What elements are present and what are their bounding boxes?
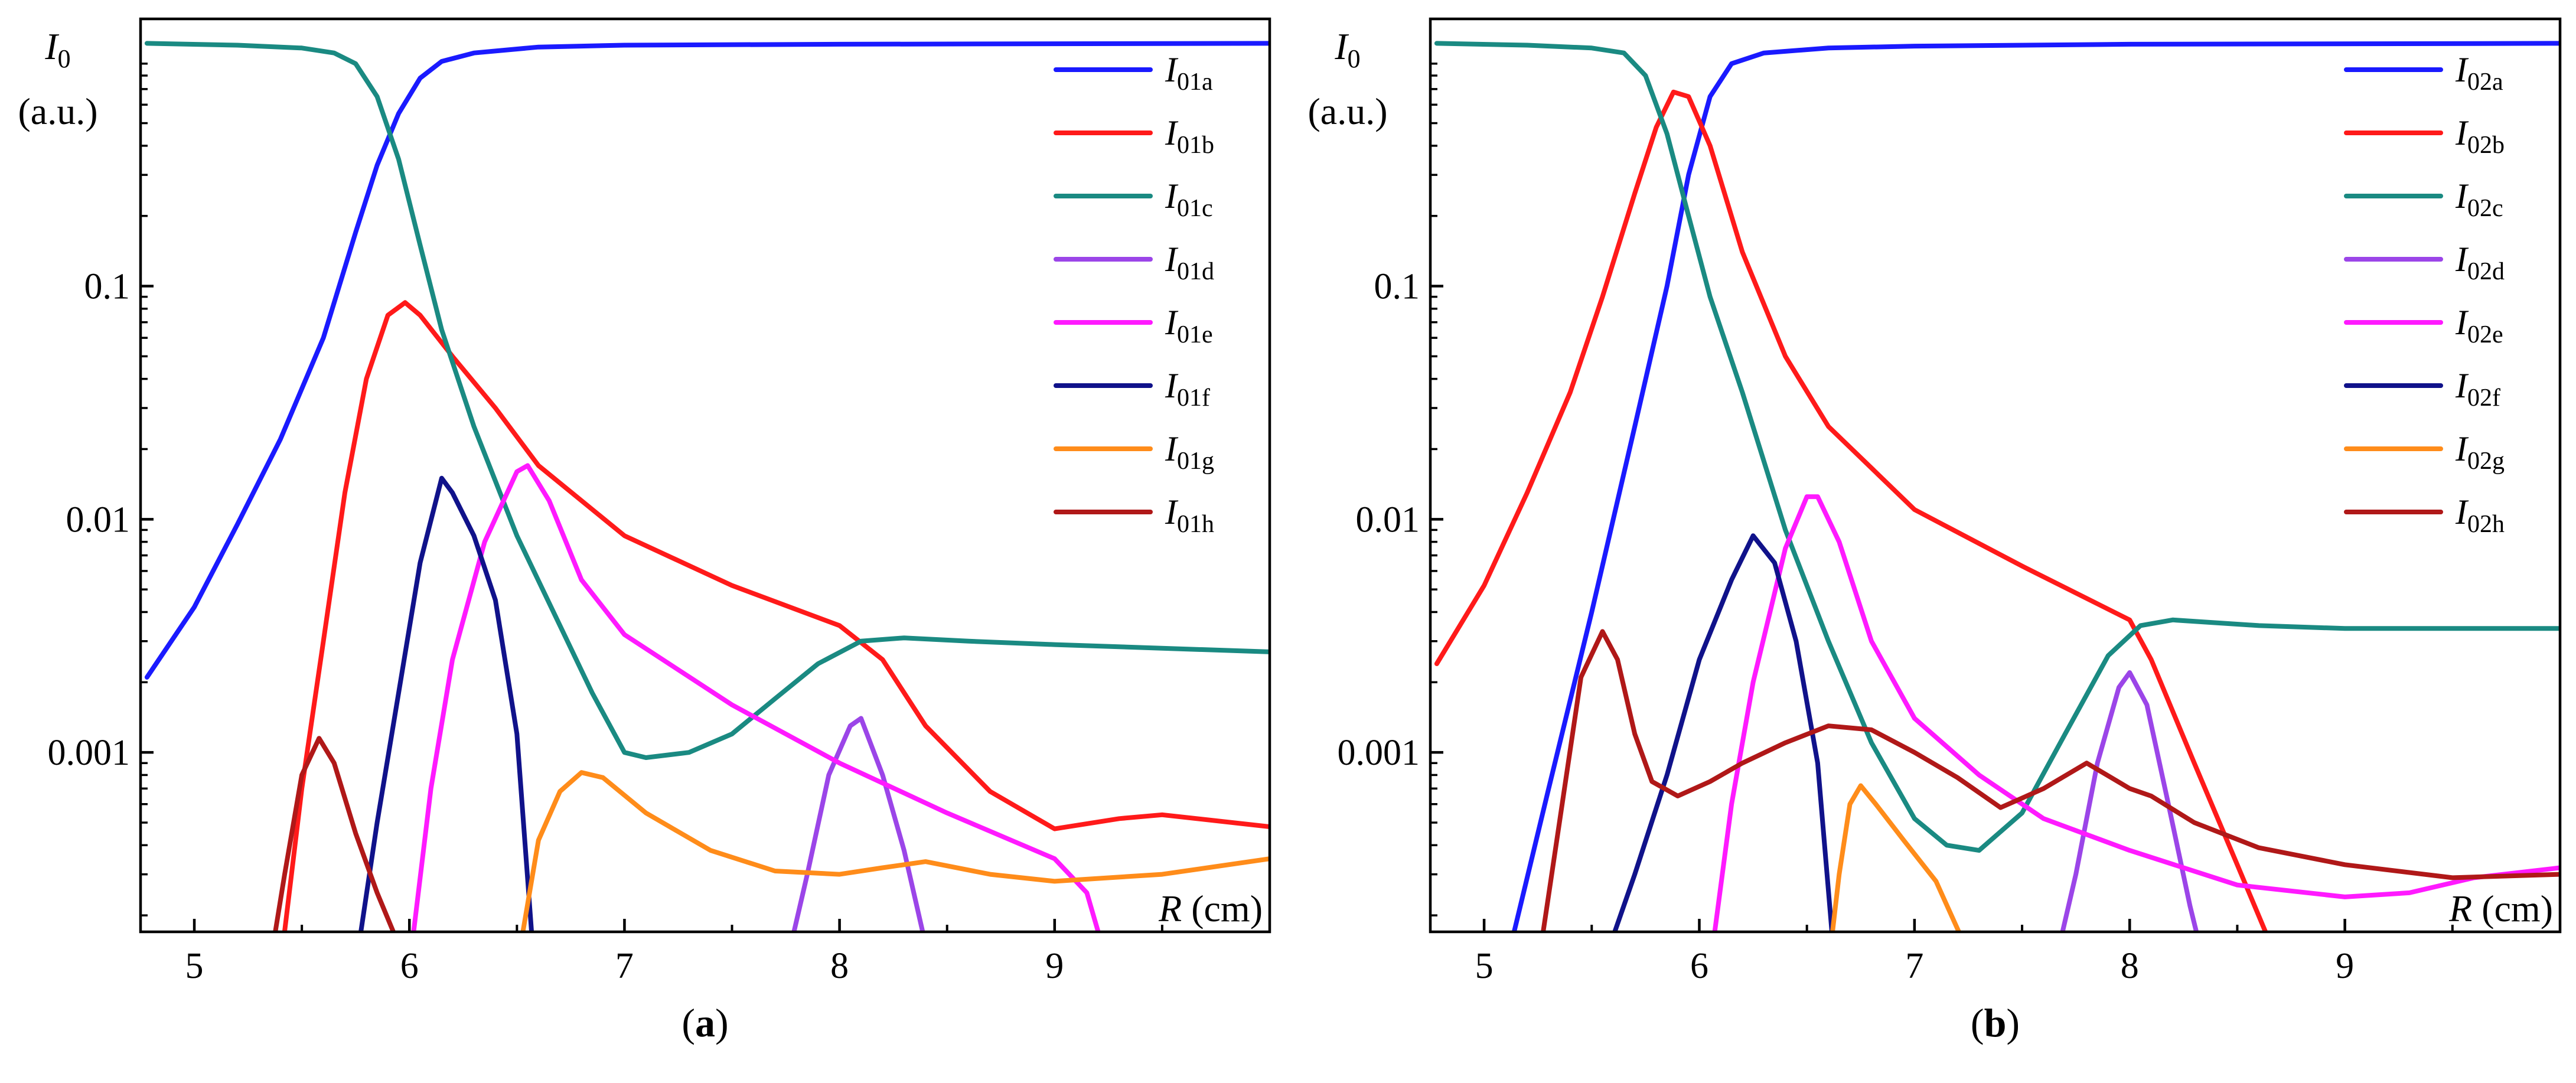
series-line-01g	[520, 770, 1270, 932]
legend-label: I02e	[2455, 303, 2503, 348]
legend-label: I01h	[1165, 492, 1214, 538]
legend-label: I02b	[2455, 113, 2505, 159]
series-line-02a	[1511, 41, 2560, 932]
legend-item-02e: I02e	[2344, 303, 2503, 348]
plot-frame	[1429, 17, 2562, 934]
legend-item-02h: I02h	[2344, 492, 2505, 538]
legend-item-02f: I02f	[2344, 366, 2500, 412]
legend-label: I01e	[1165, 303, 1213, 348]
x-tick-label: 8	[2121, 946, 2139, 986]
legend-item-02d: I02d	[2344, 240, 2505, 285]
legend-label: I02g	[2455, 429, 2505, 475]
legend-label: I01g	[1165, 429, 1214, 475]
series-line-01d	[791, 716, 925, 932]
legend-item-02a: I02a	[2344, 50, 2503, 96]
legend-label: I01c	[1165, 177, 1213, 222]
legend-label: I02a	[2455, 50, 2503, 96]
panel-label: (a)	[682, 1000, 728, 1045]
legend-item-02g: I02g	[2344, 429, 2505, 475]
legend-label: I02d	[2455, 240, 2505, 285]
legend-item-02c: I02c	[2344, 177, 2503, 222]
panel-label: (b)	[1971, 1000, 2020, 1045]
legend-item-01f: I01f	[1054, 366, 1210, 412]
x-axis-title: R (cm)	[2448, 888, 2553, 929]
y-tick-label: 0.001	[1338, 733, 1420, 773]
x-tick-label: 7	[1905, 946, 1923, 986]
series-line-02d	[2060, 670, 2199, 932]
y-axis-unit: (a.u.)	[18, 90, 97, 132]
legend-item-01e: I01e	[1054, 303, 1213, 348]
y-tick-label: 0.1	[1374, 267, 1420, 307]
series-line-01a	[144, 41, 1270, 680]
y-tick-label: 0.01	[66, 500, 131, 540]
legend-label: I01b	[1165, 113, 1214, 159]
legend: I02a I02b I02c I02d I02e I02f I02g I02h	[2344, 50, 2505, 538]
legend-item-01h: I01h	[1054, 492, 1214, 538]
y-tick-label: 0.1	[84, 267, 131, 307]
y-axis-title: I0	[44, 25, 70, 73]
series-line-02c	[1434, 41, 2560, 853]
y-axis-title: I0	[1334, 25, 1360, 73]
series-line-01b	[282, 300, 1270, 932]
series-line-02h	[1541, 629, 2560, 932]
legend-item-01a: I01a	[1054, 50, 1213, 96]
legend-label: I02f	[2455, 366, 2500, 412]
series-line-01c	[144, 41, 1270, 760]
x-tick-label: 5	[185, 946, 204, 986]
legend-label: I01a	[1165, 50, 1213, 96]
series-line-02g	[1830, 783, 1962, 932]
legend-label: I01d	[1165, 240, 1214, 285]
legend-item-01d: I01d	[1054, 240, 1214, 285]
x-tick-label: 5	[1475, 946, 1494, 986]
legend-item-01c: I01c	[1054, 177, 1213, 222]
plot-frame	[139, 17, 1271, 934]
series-line-01f	[358, 475, 534, 932]
x-tick-label: 9	[1045, 946, 1064, 986]
y-axis-unit: (a.u.)	[1307, 90, 1387, 132]
legend-item-01g: I01g	[1054, 429, 1214, 475]
legend-label: I02h	[2455, 492, 2505, 538]
legend-item-01b: I01b	[1054, 113, 1214, 159]
x-tick-label: 6	[1690, 946, 1708, 986]
series-line-01e	[411, 463, 1101, 932]
legend-label: I02c	[2455, 177, 2503, 222]
x-axis-title: R (cm)	[1158, 888, 1263, 929]
x-tick-label: 8	[830, 946, 849, 986]
y-tick-label: 0.01	[1356, 500, 1420, 540]
series-lines	[144, 41, 1270, 932]
series-line-02f	[1612, 533, 1834, 932]
y-tick-label: 0.001	[48, 733, 131, 773]
legend-item-02b: I02b	[2344, 113, 2505, 159]
series-lines	[1434, 41, 2560, 932]
legend: I01a I01b I01c I01d I01e I01f I01g I01h	[1054, 50, 1214, 538]
series-line-02b	[1434, 89, 2268, 932]
series-line-01h	[273, 736, 396, 932]
legend-label: I01f	[1165, 366, 1210, 412]
x-tick-label: 6	[400, 946, 419, 986]
x-tick-label: 9	[2336, 946, 2354, 986]
series-line-02e	[1712, 494, 2560, 932]
x-tick-label: 7	[615, 946, 634, 986]
